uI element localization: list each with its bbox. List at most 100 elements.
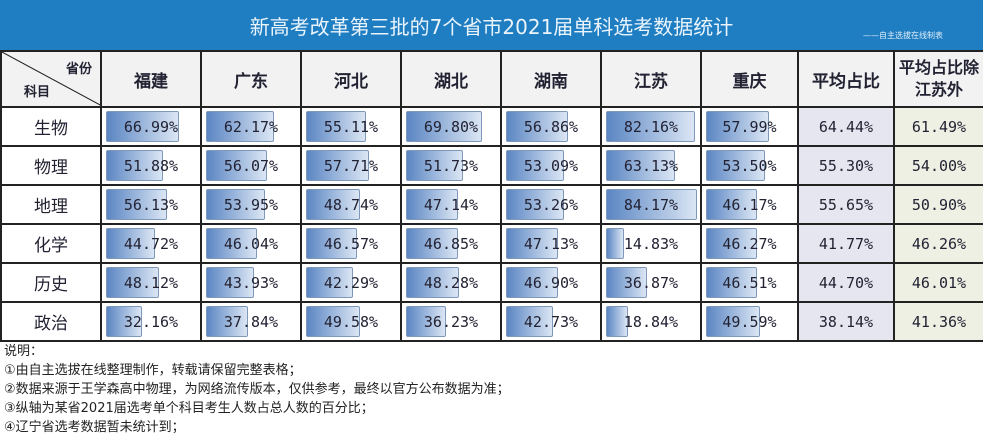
corner-subject: 科目 (24, 85, 51, 100)
column-header: 福建 (100, 50, 202, 108)
value-text: 53.09% (523, 156, 579, 175)
value-cell: 56.07% (200, 145, 302, 186)
value-text: 57.71% (323, 156, 379, 175)
note-line: ②数据来源于王学森高中物理，为网络流传版本，仅供参考，最终以官方公布数据为准； (4, 382, 510, 397)
note-line: ④辽宁省选考数据暂未统计到； (4, 420, 185, 435)
data-table: 省份 科目 福建 广东 河北 湖北 湖南 江苏 重庆 平均占比 平均占比除江苏外 生物 66.99… (0, 50, 983, 342)
table-row: 物理 51.88% 56.07% 57.71% 51.73% 53.09% 63.13% 53… (0, 145, 983, 186)
note-line: 说明： (4, 344, 44, 359)
value-cell: 49.58% (300, 301, 402, 342)
value-text: 37.84% (223, 312, 279, 331)
data-bar (306, 306, 361, 337)
value-cell: 14.83% (600, 223, 702, 264)
value-cell: 53.09% (500, 145, 602, 186)
data-bar (206, 111, 274, 142)
table-row: 化学 44.72% 46.04% 46.57% 46.85% 47.13% 14.83% 46… (0, 223, 983, 264)
data-bar (406, 228, 458, 259)
data-bar (106, 150, 163, 181)
value-text: 46.51% (722, 273, 777, 292)
value-text: 66.99% (123, 117, 179, 136)
data-bar (206, 267, 255, 298)
data-bar (206, 228, 257, 259)
value-text: 46.17% (722, 195, 777, 214)
avg-cell: 64.44% (797, 106, 895, 147)
value-cell: 18.84% (600, 301, 702, 342)
note-line: ③纵轴为某省2021届选考单个科目考生人数占总人数的百分比； (4, 401, 374, 416)
data-bar (506, 150, 565, 181)
avg-cell: 55.65% (797, 184, 895, 225)
credit: ——自主选拔在线制表 (863, 31, 943, 40)
diagonal-line (2, 52, 102, 106)
subject-cell: 政治 (0, 301, 102, 342)
avg-excl-cell: 50.90% (893, 184, 983, 225)
data-bar (306, 267, 353, 298)
value-cell: 42.29% (300, 262, 402, 303)
data-bar (406, 189, 458, 220)
value-text: 63.13% (623, 156, 679, 175)
value-cell: 46.04% (200, 223, 302, 264)
subject-cell: 物理 (0, 145, 102, 186)
data-bar (506, 306, 554, 337)
data-bar (106, 189, 168, 220)
data-bar (606, 267, 647, 298)
value-text: 56.13% (123, 195, 179, 214)
data-bar (306, 150, 370, 181)
value-text: 53.26% (523, 195, 579, 214)
data-bar (506, 228, 558, 259)
value-cell: 32.16% (100, 301, 202, 342)
column-header: 平均占比除江苏外 (893, 50, 983, 108)
data-bar (706, 150, 765, 181)
value-text: 46.57% (323, 234, 379, 253)
value-cell: 48.74% (300, 184, 402, 225)
avg-cell: 55.30% (797, 145, 895, 186)
avg-excl-cell: 46.26% (893, 223, 983, 264)
value-cell: 44.72% (100, 223, 202, 264)
value-text: 36.23% (423, 312, 479, 331)
value-text: 47.13% (523, 234, 579, 253)
data-bar (506, 189, 565, 220)
value-cell: 48.28% (400, 262, 502, 303)
data-bar (606, 111, 695, 142)
subject-cell: 化学 (0, 223, 102, 264)
value-cell: 42.73% (500, 301, 602, 342)
value-text: 48.74% (323, 195, 379, 214)
avg-cell: 38.14% (797, 301, 895, 342)
value-text: 18.84% (623, 312, 679, 331)
value-text: 46.27% (722, 234, 777, 253)
avg-cell: 44.70% (797, 262, 895, 303)
value-cell: 43.93% (200, 262, 302, 303)
value-text: 43.93% (223, 273, 279, 292)
column-header: 广东 (200, 50, 302, 108)
value-cell: 62.17% (200, 106, 302, 147)
value-text: 53.50% (722, 156, 777, 175)
table-row: 历史 48.12% 43.93% 42.29% 48.28% 46.90% 36.87% 46… (0, 262, 983, 303)
data-bar (606, 189, 697, 220)
corner-province: 省份 (65, 62, 92, 77)
value-text: 14.83% (623, 234, 679, 253)
value-cell: 63.13% (600, 145, 702, 186)
value-cell: 47.13% (500, 223, 602, 264)
value-cell: 36.87% (600, 262, 702, 303)
value-cell: 46.57% (300, 223, 402, 264)
table-row: 生物 66.99% 62.17% 55.11% 69.80% 56.86% 82.16% 57… (0, 106, 983, 147)
value-text: 57.99% (722, 117, 777, 136)
value-cell: 53.26% (500, 184, 602, 225)
data-bar (106, 111, 179, 142)
title-bar: 新高考改革第三批的7个省市2021届单科选考数据统计 ——自主选拔在线制表 (0, 0, 983, 50)
value-cell: 56.86% (500, 106, 602, 147)
value-text: 69.80% (423, 117, 479, 136)
data-bar (306, 111, 367, 142)
value-text: 36.87% (623, 273, 679, 292)
value-text: 42.29% (323, 273, 379, 292)
subject-cell: 历史 (0, 262, 102, 303)
data-bar (506, 111, 569, 142)
value-cell: 66.99% (100, 106, 202, 147)
data-bar (206, 189, 266, 220)
value-cell: 82.16% (600, 106, 702, 147)
avg-excl-cell: 61.49% (893, 106, 983, 147)
avg-excl-cell: 46.01% (893, 262, 983, 303)
value-cell: 46.90% (500, 262, 602, 303)
data-bar (706, 306, 761, 337)
value-text: 82.16% (623, 117, 679, 136)
value-text: 48.12% (123, 273, 179, 292)
